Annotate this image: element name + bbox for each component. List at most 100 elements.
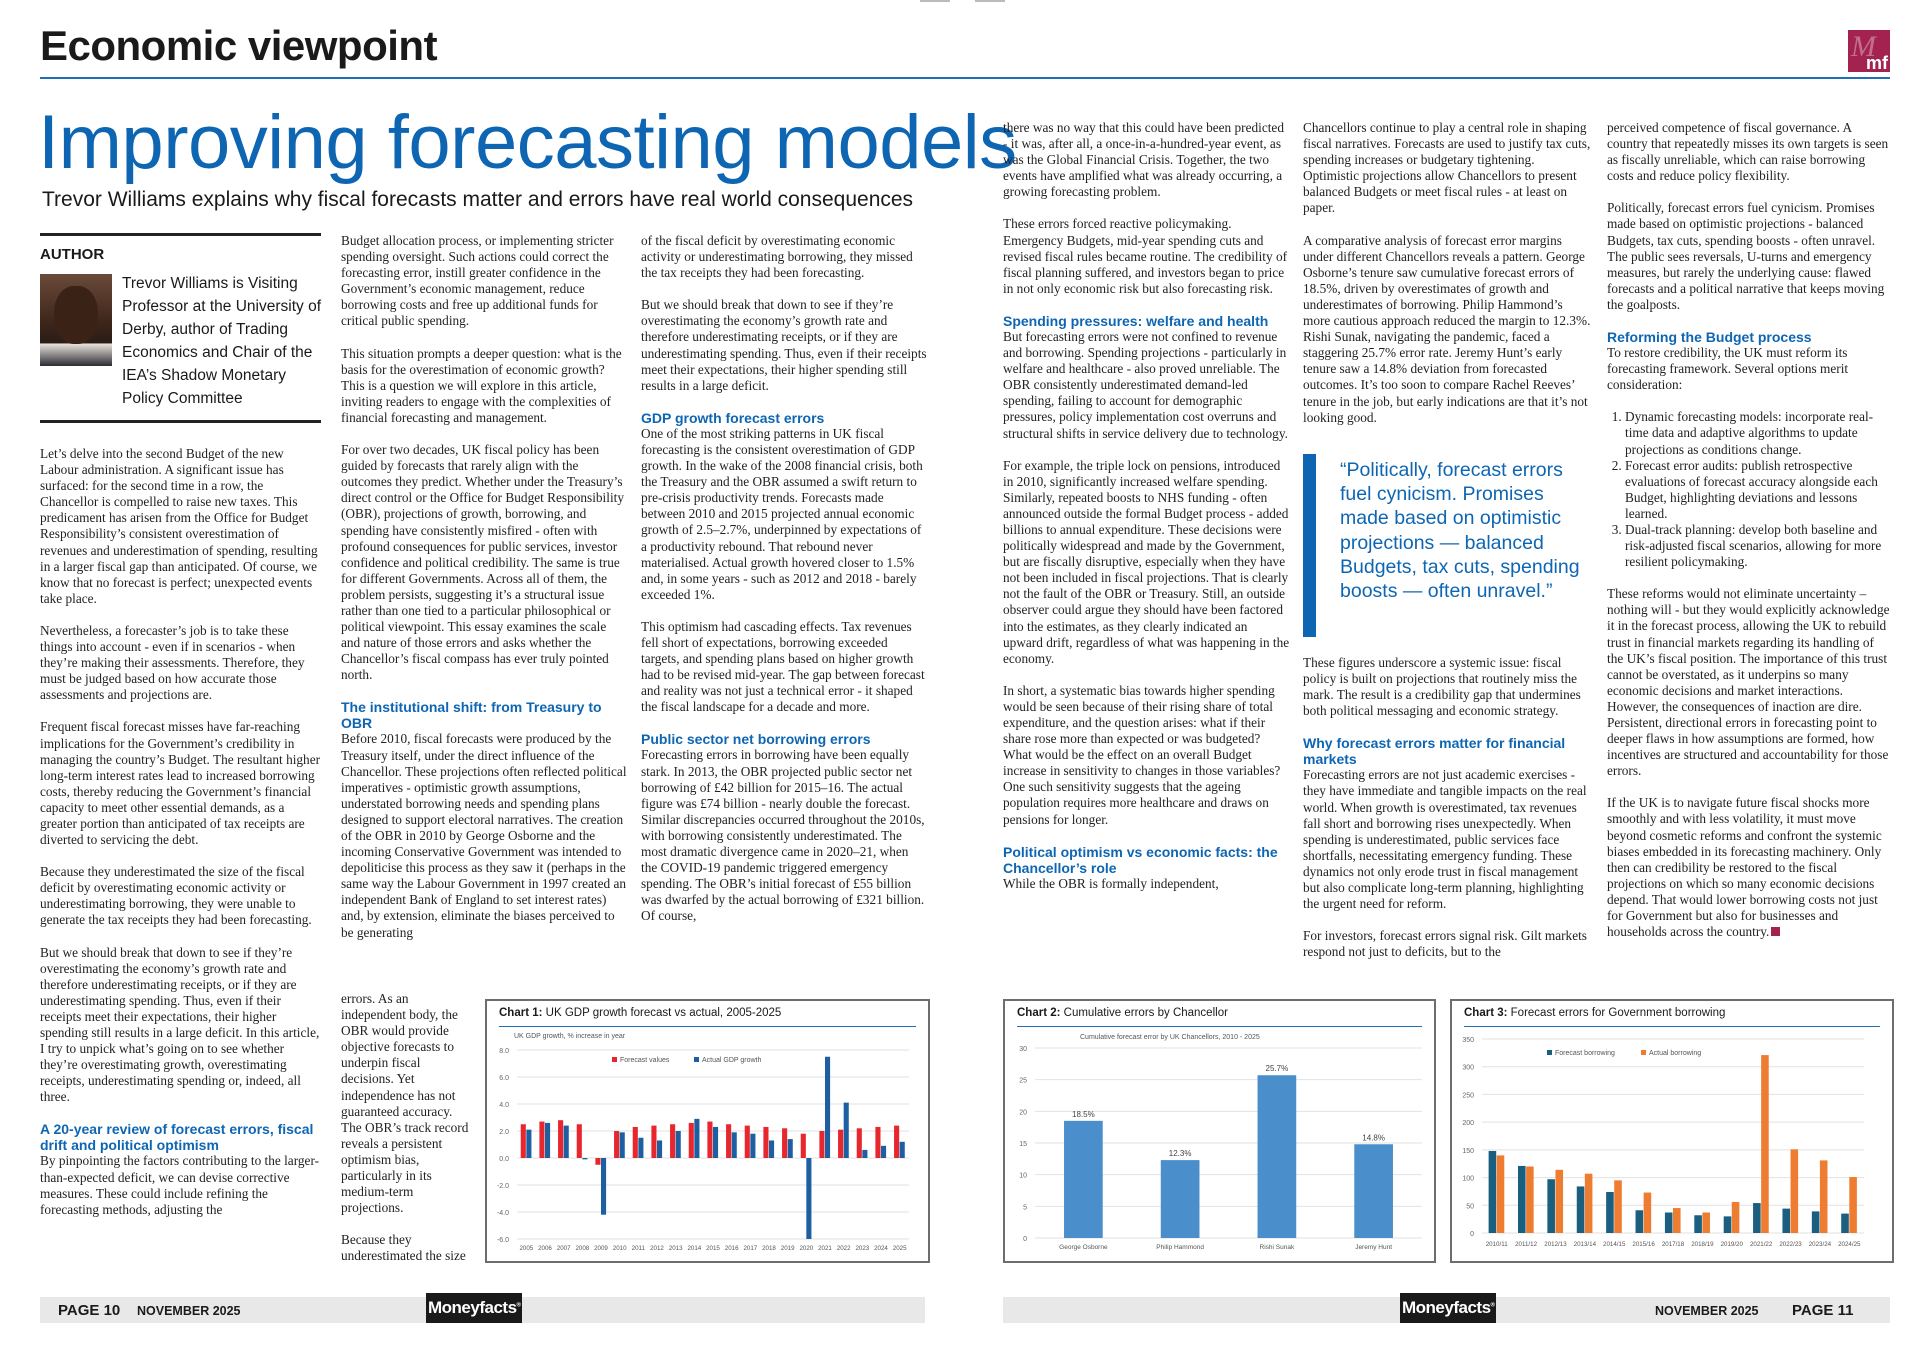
brand-name: Moneyfacts: [1402, 1298, 1491, 1317]
paragraph: Chancellors continue to play a central r…: [1303, 120, 1591, 216]
y-tick-label: 15: [1019, 1141, 1027, 1148]
chart-3: Chart 3: Forecast errors for Government …: [1450, 999, 1894, 1263]
bar-forecast-borrowing: [1664, 1212, 1673, 1233]
x-tick-label: 2005: [519, 1245, 533, 1252]
pull-quote: “Politically, forecast errors fuel cynic…: [1303, 454, 1606, 637]
bar-actual-gdp-growth: [787, 1139, 793, 1158]
column-3: of the fiscal deficit by overestimating …: [641, 233, 927, 940]
legend-label: Actual GDP growth: [702, 1057, 762, 1064]
x-tick-label: 2021: [818, 1245, 832, 1252]
paragraph: These reforms would not eliminate uncert…: [1607, 586, 1890, 779]
x-tick-label: 2012: [650, 1245, 664, 1252]
bar-actual-gdp-growth: [843, 1102, 849, 1158]
bar-forecast-borrowing: [1488, 1150, 1497, 1233]
paragraph: But forecasting errors were not confined…: [1003, 328, 1288, 441]
x-tick-label: 2015/16: [1632, 1241, 1655, 1248]
bar-forecast-values: [800, 1133, 806, 1158]
bar-actual-gdp-growth: [675, 1131, 681, 1158]
x-tick-label: 2025: [893, 1245, 907, 1252]
list-item: Dynamic forecasting models: incorporate …: [1625, 409, 1892, 457]
bar-actual-borrowing: [1702, 1212, 1710, 1233]
y-tick-label: 10: [1019, 1173, 1027, 1180]
chart-3-rule: [1464, 1026, 1880, 1027]
bar-forecast-borrowing: [1782, 1208, 1791, 1233]
y-tick-label: 200: [1462, 1120, 1474, 1127]
subheading: A 20-year review of forecast errors, fis…: [40, 1121, 314, 1154]
moneyfacts-mf-logo: M mf: [1848, 30, 1890, 72]
moneyfacts-logo-left: Moneyfacts®: [426, 1293, 523, 1323]
chart-3-plot: 350 300 250 200 150 100 50 0 2010/11 2011/12 2012/…: [1462, 1037, 1864, 1248]
y-tick-label: 350: [1462, 1037, 1474, 1044]
bar-actual-gdp-growth: [545, 1122, 551, 1158]
bar-forecast-values: [763, 1126, 769, 1158]
article-standfirst: Trevor Williams explains why fiscal fore…: [42, 188, 914, 211]
legend-label: Forecast borrowing: [1555, 1050, 1615, 1057]
bar-actual-gdp-growth: [694, 1118, 700, 1158]
bar-actual-gdp-growth: [582, 1158, 588, 1160]
column-6: perceived competence of fiscal governanc…: [1607, 120, 1892, 956]
bar-forecast-values: [558, 1120, 564, 1158]
paragraph: Politically, forecast errors fuel cynici…: [1607, 200, 1885, 312]
column-5: Chancellors continue to play a central r…: [1303, 120, 1593, 442]
page-spine-mark: [975, 0, 1005, 2]
paragraph: These figures underscore a systemic issu…: [1303, 655, 1581, 719]
paragraph: Forecasting errors are not just academic…: [1303, 767, 1587, 912]
paragraph: For example, the triple lock on pensions…: [1003, 457, 1290, 666]
x-tick-label: 2015: [706, 1245, 720, 1252]
column-1: Let’s delve into the second Budget of th…: [40, 446, 323, 1234]
bar-forecast-values: [707, 1121, 713, 1158]
author-label: AUTHOR: [40, 246, 105, 263]
x-tick-label: 2022/23: [1779, 1241, 1802, 1248]
column-5-lower: These figures underscore a systemic issu…: [1303, 655, 1593, 976]
column-4: there was no way that this could have be…: [1003, 120, 1290, 908]
x-tick-label: 2008: [575, 1245, 589, 1252]
x-tick-label: 2022: [837, 1245, 851, 1252]
paragraph: Budget allocation process, or implementi…: [341, 233, 614, 329]
paragraph: This optimism had cascading effects. Tax…: [641, 618, 925, 715]
bar-forecast-borrowing: [1811, 1211, 1820, 1233]
y-tick-label: 4.0: [499, 1102, 509, 1109]
x-tick-label: 2023/24: [1809, 1241, 1832, 1248]
x-tick-label: 2017: [743, 1245, 757, 1252]
y-tick-label: 100: [1462, 1176, 1474, 1183]
data-label: 25.7%: [1266, 1064, 1289, 1073]
footer-date-left: NOVEMBER 2025: [137, 1304, 241, 1318]
x-tick-label: 2017/18: [1662, 1241, 1685, 1248]
data-label: 12.3%: [1169, 1149, 1192, 1158]
bar-forecast-borrowing: [1547, 1179, 1555, 1233]
registered-mark: ®: [516, 1302, 521, 1309]
x-tick-label: 2006: [538, 1245, 552, 1252]
x-tick-label: 2013: [669, 1245, 683, 1252]
x-tick-label: 2007: [557, 1245, 571, 1252]
chart-3-title-text: Forecast errors for Government borrowing: [1510, 1007, 1726, 1019]
bar-value: [1064, 1120, 1103, 1238]
paragraph: By pinpointing the factors contributing …: [40, 1153, 320, 1217]
bar-forecast-borrowing: [1606, 1191, 1614, 1233]
paragraph: Frequent fiscal forecast misses have far…: [40, 719, 321, 848]
bar-forecast-values: [651, 1125, 657, 1158]
legend-swatch: [1547, 1050, 1552, 1055]
x-tick-label: 2014/15: [1603, 1241, 1626, 1248]
paragraph: One of the most striking patterns in UK …: [641, 425, 923, 602]
bar-forecast-values: [520, 1124, 526, 1158]
x-tick-label: 2012/13: [1544, 1241, 1567, 1248]
bar-forecast-values: [576, 1124, 582, 1158]
bar-actual-gdp-growth: [825, 1056, 831, 1158]
x-tick-label: George Osborne: [1059, 1244, 1108, 1251]
chart-2-title: Chart 2: Cumulative errors by Chancellor: [1017, 1007, 1228, 1019]
bar-forecast-values: [670, 1124, 676, 1158]
bar-forecast-borrowing: [1723, 1216, 1732, 1233]
x-tick-label: 2023: [855, 1245, 869, 1252]
data-label: 14.8%: [1362, 1133, 1385, 1142]
paragraph: Nevertheless, a forecaster’s job is to t…: [40, 622, 305, 703]
y-tick-label: 0.0: [499, 1156, 509, 1163]
bar-actual-gdp-growth: [601, 1158, 607, 1215]
x-tick-label: 2019: [781, 1245, 795, 1252]
x-tick-label: 2010: [613, 1245, 627, 1252]
x-tick-label: 2011: [632, 1245, 646, 1252]
author-bio: Trevor Williams is Visiting Professor at…: [122, 275, 321, 407]
paragraph: But we should break that down to see if …: [641, 297, 927, 393]
bar-actual-gdp-growth: [806, 1158, 812, 1239]
chart-2: Chart 2: Cumulative errors by Chancellor…: [1003, 999, 1436, 1263]
y-tick-label: 300: [1462, 1065, 1474, 1072]
